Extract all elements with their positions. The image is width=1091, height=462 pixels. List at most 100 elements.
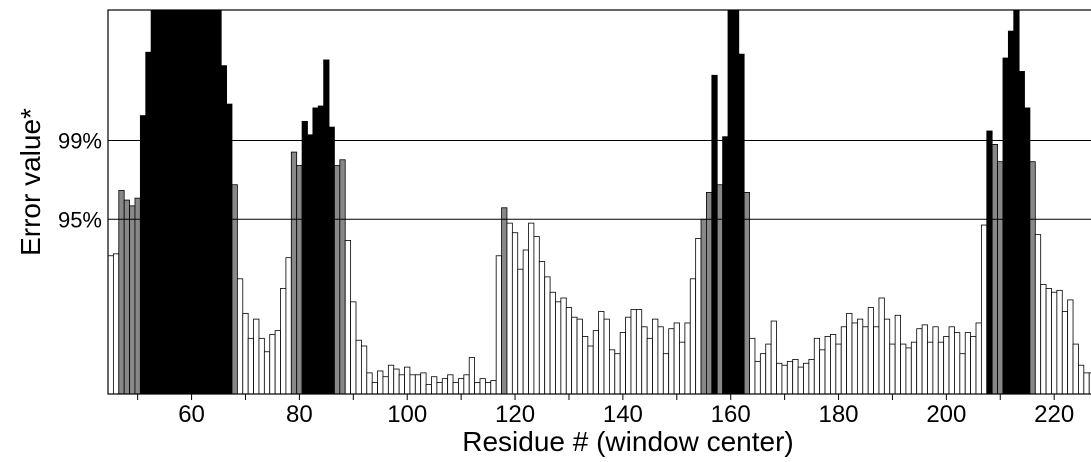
bar-residue-151 <box>679 342 684 394</box>
bar-residue-98 <box>394 369 399 394</box>
bar-residue-127 <box>550 292 555 394</box>
bar-residue-131 <box>572 317 577 394</box>
bar-residue-123 <box>529 223 534 394</box>
bar-residue-85 <box>324 60 329 394</box>
y-axis-title: Error value* <box>15 108 46 256</box>
bar-residue-168 <box>771 321 776 394</box>
bar-residue-174 <box>803 363 808 394</box>
bar-residue-91 <box>356 340 361 394</box>
bar-residue-203 <box>960 354 965 394</box>
bar-residue-57 <box>173 10 178 394</box>
bar-residue-213 <box>1014 10 1019 394</box>
bar-residue-70 <box>243 313 248 394</box>
bar-residue-154 <box>696 238 701 394</box>
bar-residue-46 <box>113 254 118 394</box>
bar-residue-72 <box>254 319 259 394</box>
bar-residue-166 <box>760 354 765 394</box>
bar-residue-66 <box>221 66 226 394</box>
bar-residue-81 <box>302 121 307 394</box>
bar-residue-208 <box>987 131 992 394</box>
bar-residue-178 <box>825 336 830 394</box>
bar-residue-78 <box>286 258 291 394</box>
bar-residue-114 <box>480 379 485 394</box>
bar-residue-77 <box>281 288 286 394</box>
bar-residue-188 <box>879 298 884 394</box>
bar-residue-195 <box>917 329 922 394</box>
bar-residue-219 <box>1046 288 1051 394</box>
bar-residue-110 <box>458 379 463 394</box>
bar-residue-45 <box>108 256 113 394</box>
bar-residue-87 <box>334 166 339 394</box>
bar-residue-115 <box>485 382 490 394</box>
bar-residue-207 <box>981 225 986 394</box>
bar-residue-67 <box>227 104 232 394</box>
bar-residue-159 <box>723 137 728 394</box>
bar-residue-224 <box>1073 344 1078 394</box>
bar-residue-204 <box>965 333 970 394</box>
bar-residue-147 <box>658 327 663 394</box>
bar-residue-124 <box>534 237 539 394</box>
bar-residue-76 <box>275 331 280 394</box>
bar-residue-108 <box>448 375 453 394</box>
bar-residue-138 <box>609 350 614 394</box>
bar-residue-84 <box>318 106 323 394</box>
bar-residue-113 <box>475 382 480 394</box>
bars-layer <box>108 10 1091 394</box>
x-axis-title: Residue # (window center) <box>462 426 794 457</box>
bar-residue-184 <box>857 319 862 394</box>
bar-residue-47 <box>119 190 124 394</box>
bar-residue-48 <box>124 200 129 394</box>
bar-residue-221 <box>1057 290 1062 394</box>
bar-residue-149 <box>669 329 674 394</box>
bar-residue-51 <box>140 116 145 394</box>
bar-residue-139 <box>615 354 620 394</box>
bar-residue-69 <box>237 279 242 394</box>
bar-residue-126 <box>545 277 550 394</box>
bar-residue-104 <box>426 384 431 394</box>
bar-residue-128 <box>555 302 560 394</box>
bar-residue-205 <box>971 336 976 394</box>
bar-residue-74 <box>264 352 269 394</box>
bar-residue-171 <box>787 361 792 394</box>
bar-residue-175 <box>809 359 814 394</box>
bar-residue-162 <box>739 54 744 394</box>
bar-residue-152 <box>685 323 690 394</box>
bar-residue-134 <box>588 346 593 394</box>
bar-residue-63 <box>205 10 210 394</box>
x-tick-label-200: 200 <box>926 401 966 428</box>
bar-residue-226 <box>1084 373 1089 394</box>
bar-residue-50 <box>135 198 140 394</box>
bar-residue-199 <box>938 342 943 394</box>
bar-residue-75 <box>270 334 275 394</box>
bar-residue-145 <box>647 338 652 394</box>
bar-residue-220 <box>1051 292 1056 394</box>
bar-residue-179 <box>830 334 835 394</box>
bar-residue-65 <box>216 10 221 394</box>
bar-residue-82 <box>307 135 312 394</box>
bar-residue-197 <box>927 342 932 394</box>
bar-residue-196 <box>922 325 927 394</box>
bar-residue-94 <box>372 382 377 394</box>
bar-residue-93 <box>367 373 372 394</box>
bar-residue-200 <box>944 336 949 394</box>
bar-residue-143 <box>636 310 641 394</box>
x-tick-label-60: 60 <box>178 401 205 428</box>
bar-residue-125 <box>539 262 544 394</box>
bar-residue-119 <box>507 223 512 394</box>
x-tick-label-120: 120 <box>495 401 535 428</box>
bar-residue-121 <box>518 269 523 394</box>
bar-residue-102 <box>415 375 420 394</box>
bar-residue-173 <box>798 367 803 394</box>
bar-residue-83 <box>313 108 318 394</box>
bar-residue-177 <box>820 350 825 394</box>
bar-residue-100 <box>405 367 410 394</box>
bar-residue-130 <box>566 308 571 394</box>
bar-residue-73 <box>259 338 264 394</box>
bar-residue-183 <box>852 323 857 394</box>
bar-residue-117 <box>496 256 501 394</box>
bar-residue-172 <box>793 359 798 394</box>
bar-residue-223 <box>1068 300 1073 394</box>
bar-residue-206 <box>976 323 981 394</box>
bar-residue-146 <box>653 319 658 394</box>
